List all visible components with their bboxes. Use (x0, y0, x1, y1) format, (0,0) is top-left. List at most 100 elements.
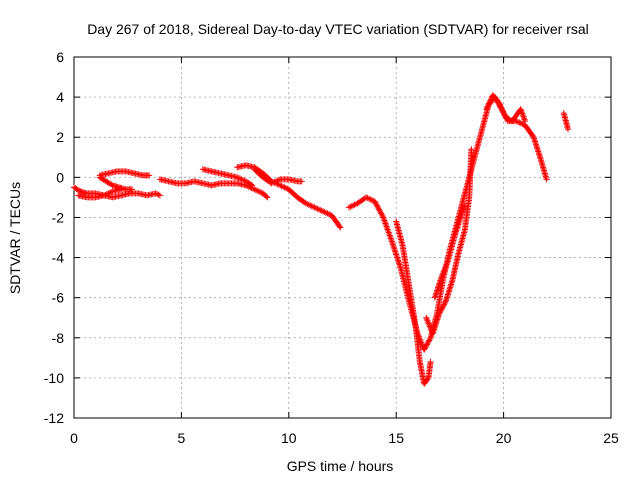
x-tick-label: 20 (496, 430, 512, 446)
data-point (444, 260, 451, 267)
data-point (373, 202, 380, 209)
data-point (247, 181, 254, 188)
data-point (298, 178, 305, 185)
data-point (441, 265, 448, 272)
data-point (315, 206, 322, 213)
data-point (377, 209, 384, 216)
data-point (323, 209, 330, 216)
data-point (436, 310, 443, 317)
data-point (234, 174, 241, 181)
data-point (321, 209, 328, 216)
data-point (311, 204, 318, 211)
y-tick-label: -8 (52, 330, 65, 346)
data-point (426, 336, 433, 343)
data-point (426, 323, 433, 330)
data-point (249, 182, 256, 189)
data-point (529, 133, 536, 140)
data-point (437, 308, 444, 315)
data-point (440, 270, 447, 277)
data-point (152, 190, 159, 197)
data-point (438, 306, 445, 313)
data-point (308, 203, 315, 210)
data-point (372, 199, 379, 206)
data-point (442, 262, 449, 269)
data-point (373, 201, 380, 208)
data-point (441, 300, 448, 307)
data-point (423, 341, 430, 348)
data-point (364, 195, 371, 202)
y-tick-label: -10 (44, 370, 64, 386)
data-point (280, 183, 287, 190)
grid (74, 57, 611, 418)
x-tick-label: 0 (70, 430, 78, 446)
data-point (348, 203, 355, 210)
data-point (516, 119, 523, 126)
data-point (363, 194, 370, 201)
data-point (522, 118, 529, 125)
data-point (337, 224, 344, 231)
data-point (376, 206, 383, 213)
data-point (310, 203, 317, 210)
data-point (345, 204, 352, 211)
data-point (282, 185, 289, 192)
data-point (486, 99, 493, 106)
data-point (422, 344, 429, 351)
data-point (154, 191, 161, 198)
data-point (257, 189, 264, 196)
y-tick-label: -6 (52, 290, 65, 306)
data-point (485, 100, 492, 107)
satellite-track (483, 92, 529, 125)
data-point (425, 320, 432, 327)
data-point (424, 340, 431, 347)
x-tick-label: 15 (388, 430, 404, 446)
x-axis-label: GPS time / hours (287, 458, 394, 474)
data-point (103, 191, 110, 198)
data-point (318, 207, 325, 214)
data-point (498, 104, 505, 111)
data-point (307, 202, 314, 209)
data-point (517, 120, 524, 127)
satellite-track (199, 166, 256, 189)
data-point (378, 211, 385, 218)
data-point (418, 340, 425, 347)
data-point (440, 302, 447, 309)
data-point (426, 337, 433, 344)
y-tick-label: 6 (56, 49, 64, 65)
data-point (241, 177, 248, 184)
data-point (565, 126, 572, 133)
data-point (423, 342, 430, 349)
data-point (255, 188, 262, 195)
data-point (483, 106, 490, 113)
data-point (325, 211, 332, 218)
data-point (272, 178, 279, 185)
data-point (350, 202, 357, 209)
data-point (155, 191, 162, 198)
y-tick-label: 0 (56, 169, 64, 185)
data-point (424, 376, 431, 383)
data-point (436, 309, 443, 316)
data-point (496, 100, 503, 107)
data-point (427, 358, 434, 365)
data-point (439, 271, 446, 278)
data-point (250, 185, 256, 192)
data-point (128, 186, 135, 193)
data-point (379, 213, 386, 220)
data-point (277, 182, 284, 189)
data-point (313, 205, 320, 212)
data-point (441, 267, 448, 274)
x-tick-labels: 0 5 10 15 20 25 (70, 430, 619, 446)
data-point (378, 210, 385, 217)
data-point (270, 179, 277, 186)
data-point (375, 205, 382, 212)
y-tick-label: -4 (52, 250, 65, 266)
data-point (314, 205, 321, 212)
data-point (237, 175, 244, 182)
data-point (439, 305, 446, 312)
data-point (146, 172, 153, 179)
data-point (278, 183, 285, 190)
data-point (499, 107, 506, 114)
data-point (543, 176, 550, 183)
data-point (367, 196, 374, 203)
data-point (251, 186, 258, 193)
